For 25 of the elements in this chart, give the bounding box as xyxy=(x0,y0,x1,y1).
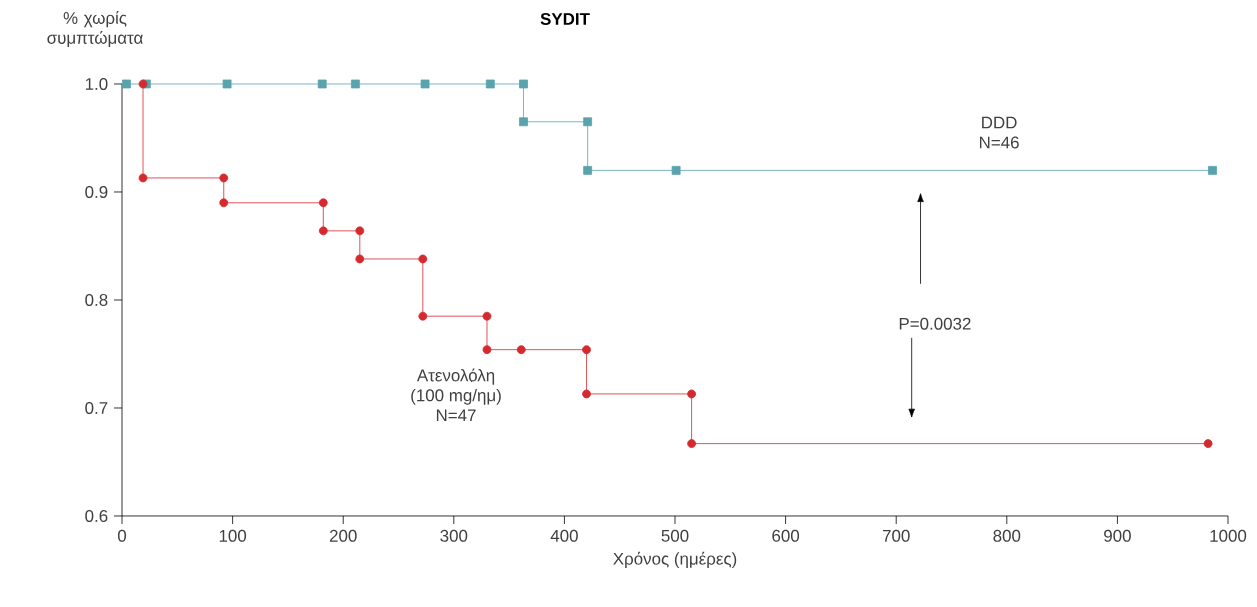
text: DDD xyxy=(982,116,1017,129)
x-tick-label: 0 xyxy=(117,529,127,542)
x-tick-label: 600 xyxy=(772,529,800,542)
x-tick-label: 800 xyxy=(993,529,1021,542)
x-tick-label: 1000 xyxy=(1210,529,1247,542)
x-tick-label: 400 xyxy=(550,529,578,542)
x-axis-title: Χρόνος (ημέρες) xyxy=(613,551,737,569)
x-tick-label: 700 xyxy=(882,529,910,542)
x-tick-label: 500 xyxy=(661,529,689,542)
x-tick-label: 900 xyxy=(1104,529,1131,542)
x-tick-label: 100 xyxy=(219,529,247,542)
y-tick-label: 1.0 xyxy=(85,77,108,90)
y-tick-label: 0.9 xyxy=(85,185,108,198)
y-tick-label: 0.7 xyxy=(85,401,108,414)
annotation: N=46 xyxy=(979,136,1019,149)
y-tick-label: 0.6 xyxy=(85,509,108,522)
series-label: Ατενολόλη xyxy=(416,368,495,385)
y-tick-label: 0.8 xyxy=(85,293,108,306)
annotation: N=47 xyxy=(436,409,476,422)
x-tick-label: 300 xyxy=(440,529,468,542)
annotation: (100 mg/ημ) xyxy=(411,388,501,405)
y-axis-title: % χωρίς συμπτώματα xyxy=(47,11,143,47)
annotation: P=0.0032 xyxy=(899,317,971,330)
chart-title: SYDIT xyxy=(540,12,590,25)
x-tick-label: 200 xyxy=(329,529,357,542)
